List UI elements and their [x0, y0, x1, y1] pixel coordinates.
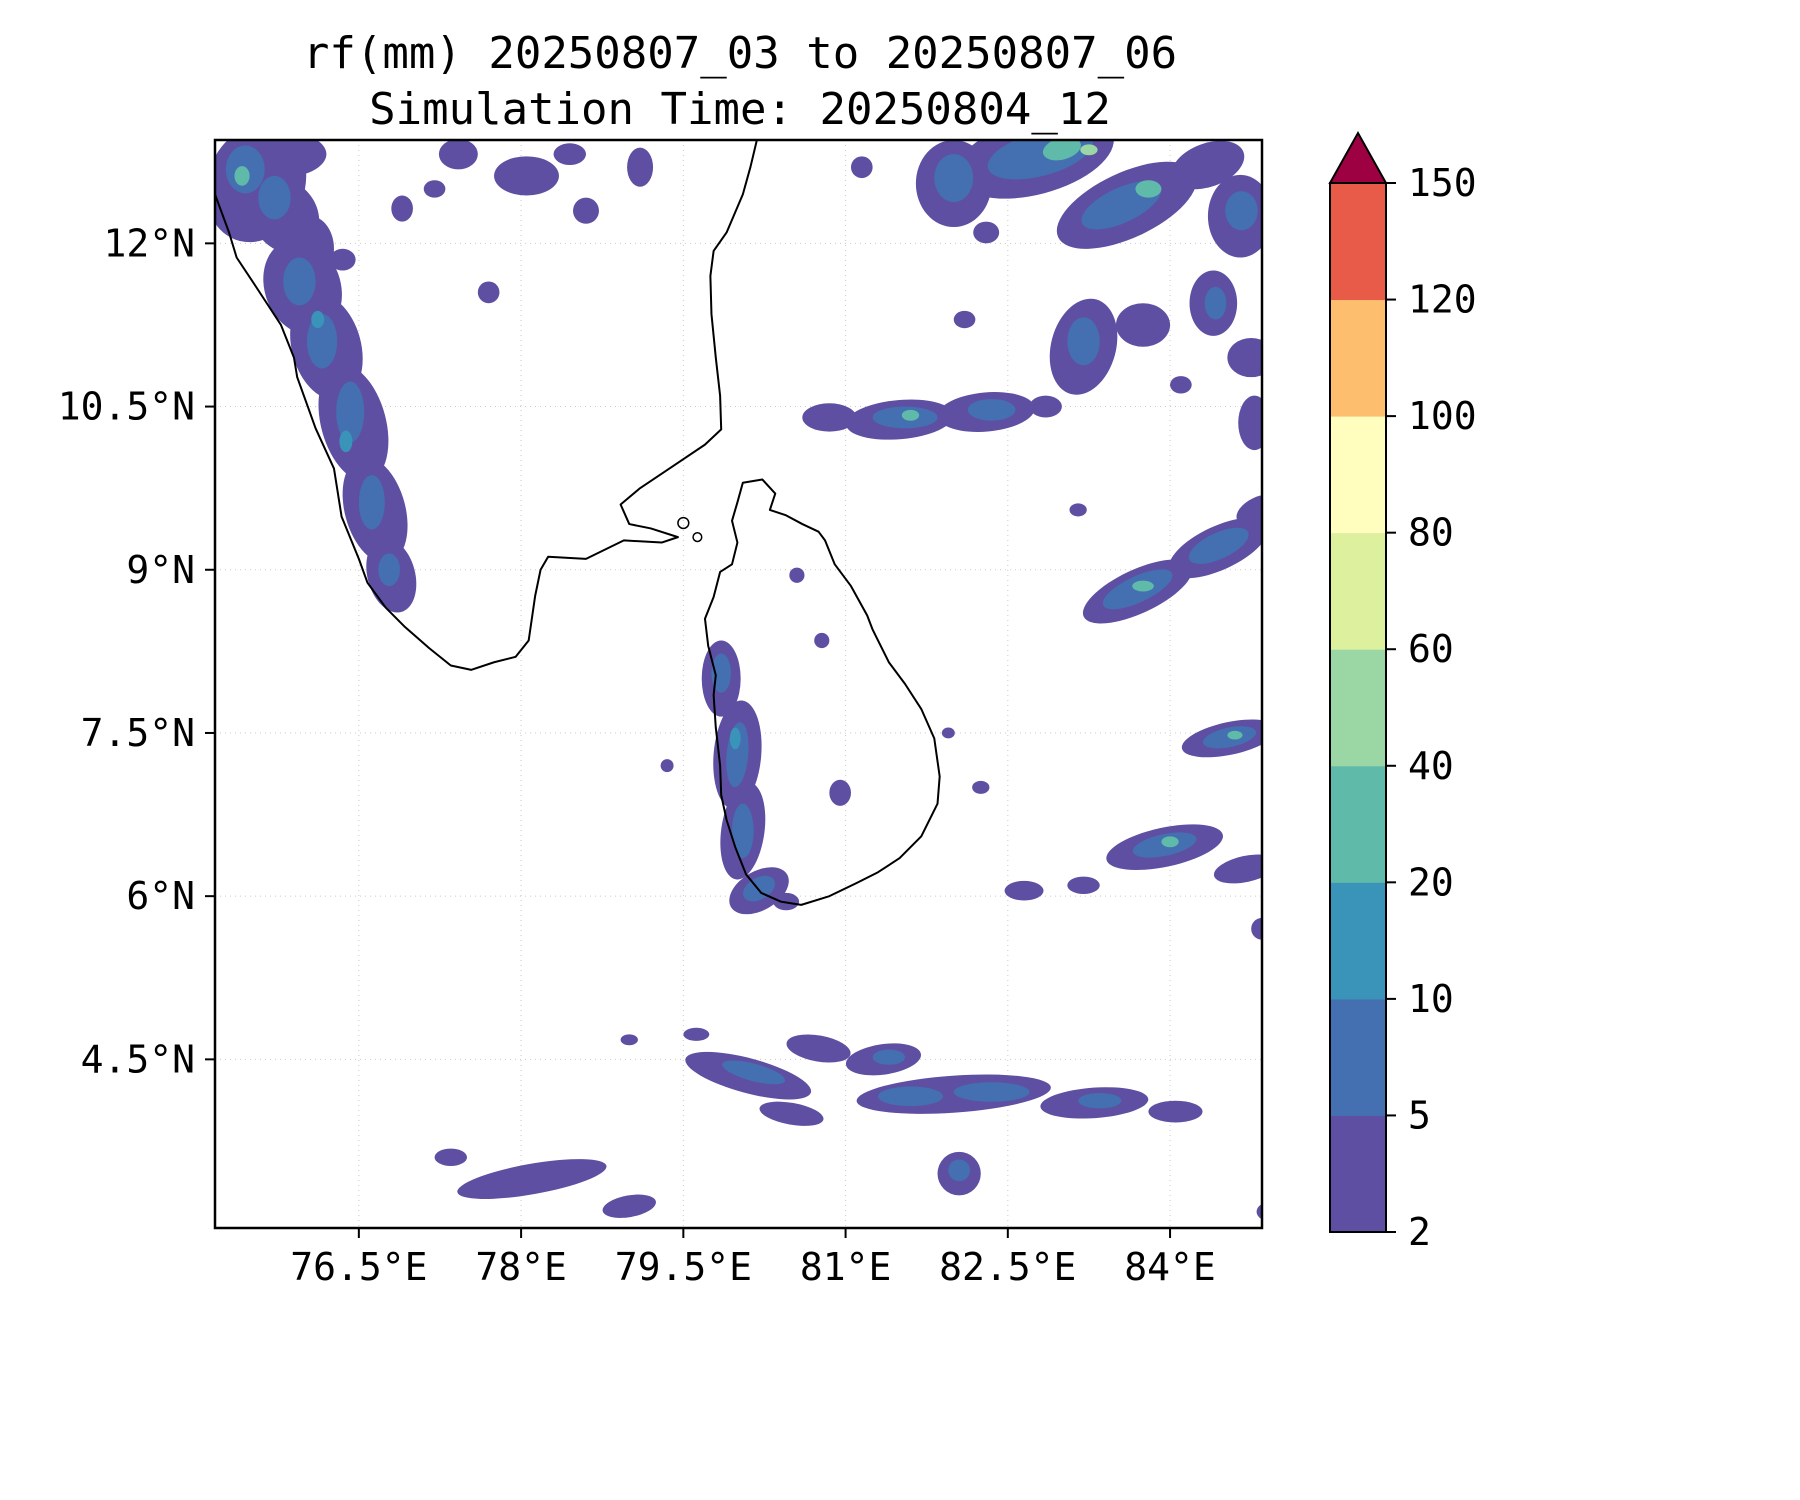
colorbar-tick-label: 150 — [1408, 161, 1477, 205]
colorbar-tick-label: 5 — [1408, 1093, 1431, 1137]
colorbar-tick-label: 60 — [1408, 627, 1454, 671]
y-tick-label: 12°N — [103, 221, 195, 265]
colorbar-tick-label: 120 — [1408, 278, 1477, 322]
rain-patches — [215, 140, 1262, 1220]
x-tick-label: 82.5°E — [939, 1245, 1076, 1289]
colorbar-tick-label: 2 — [1408, 1210, 1431, 1254]
coastline-india — [215, 140, 758, 671]
islet — [692, 532, 703, 543]
colorbar-tick-label: 100 — [1408, 394, 1477, 438]
x-tick-label: 84°E — [1124, 1245, 1216, 1289]
x-tick-label: 78°E — [475, 1245, 567, 1289]
x-tick-label: 76.5°E — [290, 1245, 427, 1289]
colorbar-tick-label: 40 — [1408, 744, 1454, 788]
y-tick-label: 10.5°N — [58, 385, 195, 429]
y-tick-label: 6°N — [126, 874, 195, 918]
colorbar-tick-label: 10 — [1408, 977, 1454, 1021]
colorbar-over-arrow — [1328, 130, 1388, 184]
coastline-sri-lanka — [703, 478, 941, 906]
x-tick-label: 81°E — [800, 1245, 892, 1289]
colorbar: 2 5 10 20 40 60 80 100 120 150 — [1328, 130, 1477, 1254]
page-subtitle: Simulation Time: 20250804_12 — [369, 84, 1111, 135]
x-tick-label: 79.5°E — [615, 1245, 752, 1289]
plot-frame — [213, 138, 1264, 1230]
y-tick-label: 4.5°N — [81, 1037, 195, 1081]
page-title: rf(mm) 20250807_03 to 20250807_06 — [302, 28, 1178, 79]
colorbar-tick-label: 80 — [1408, 511, 1454, 555]
coastlines — [215, 140, 941, 906]
y-tick-label: 7.5°N — [81, 711, 195, 755]
islet — [677, 516, 690, 530]
colorbar-tick-label: 20 — [1408, 860, 1454, 904]
y-tick-label: 9°N — [126, 548, 195, 592]
y-axis: 4.5°N 6°N 7.5°N 9°N 10.5°N 12°N — [58, 221, 215, 1081]
colorbar-labels: 2 5 10 20 40 60 80 100 120 150 — [1386, 161, 1477, 1254]
x-axis: 76.5°E 78°E 79.5°E 81°E 82.5°E 84°E — [290, 1228, 1216, 1289]
